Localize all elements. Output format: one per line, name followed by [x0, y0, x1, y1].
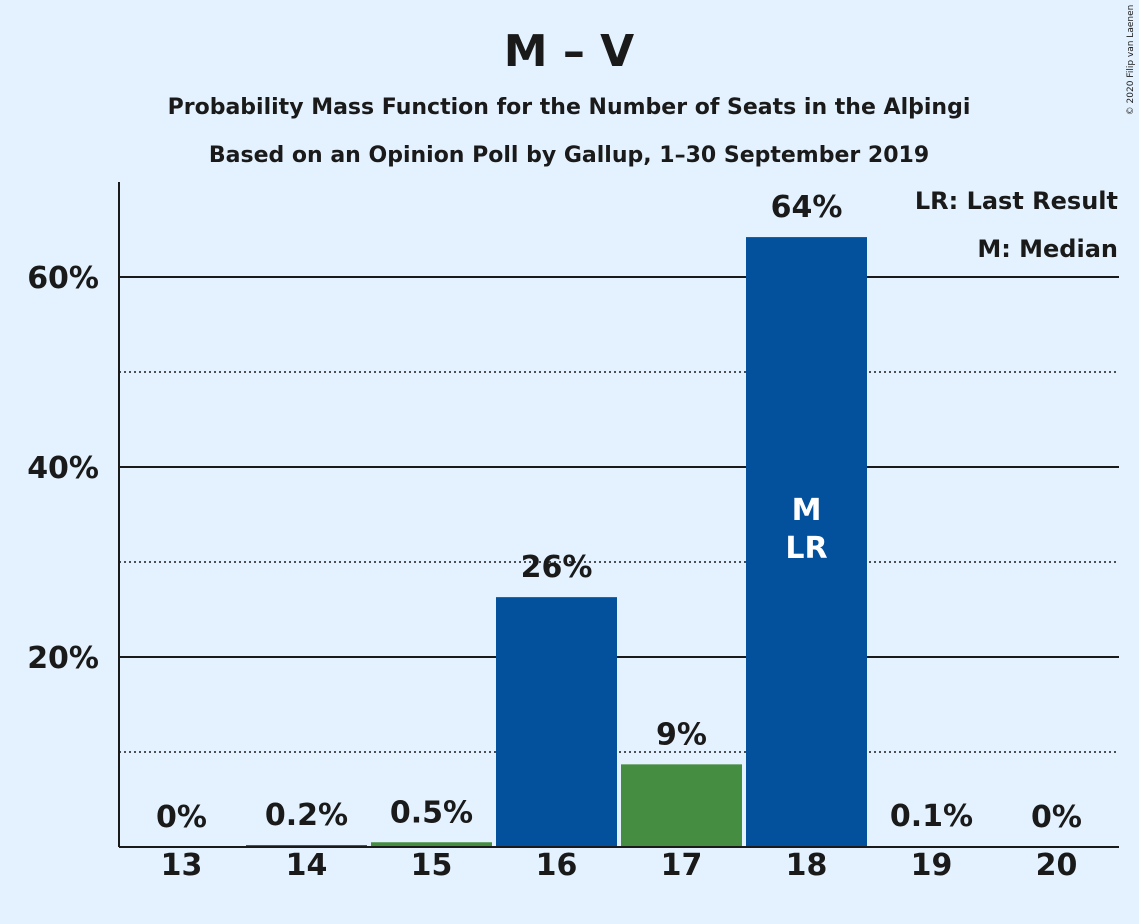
- data-label-19: 0.1%: [890, 799, 973, 834]
- legend-last-result: LR: Last Result: [915, 187, 1118, 215]
- x-tick-label-18: 18: [786, 848, 828, 883]
- bar-17: [621, 764, 742, 847]
- data-label-14: 0.2%: [265, 798, 348, 833]
- inside-bar-label-lr: LR: [785, 531, 827, 566]
- data-label-13: 0%: [156, 800, 207, 835]
- data-label-15: 0.5%: [390, 795, 473, 830]
- x-tick-label-20: 20: [1036, 848, 1078, 883]
- gridlines: 20% 40% 60%: [27, 261, 1119, 753]
- chart-title: M – V: [504, 26, 634, 77]
- copyright-text: © 2020 Filip van Laenen: [1126, 5, 1136, 116]
- bar-18: [746, 237, 867, 848]
- bar-16: [496, 597, 617, 847]
- data-label-16: 26%: [521, 550, 593, 585]
- inside-bar-label-m: M: [792, 493, 822, 528]
- x-tick-label-13: 13: [161, 848, 203, 883]
- bar-15: [371, 842, 492, 847]
- data-label-20: 0%: [1031, 800, 1082, 835]
- chart-subtitle: Probability Mass Function for the Number…: [168, 95, 971, 120]
- data-labels: 0% 13 0.2% 14 0.5% 15 26% 16 9% 17 64% 18 0.1% 19 0% 20…: [156, 190, 1082, 883]
- chart-subtitle-2: Based on an Opinion Poll by Gallup, 1–30…: [209, 143, 929, 168]
- y-tick-label: 20%: [27, 641, 99, 676]
- legend-median: M: Median: [977, 235, 1118, 263]
- y-tick-label: 60%: [27, 261, 99, 296]
- axes: [118, 182, 1119, 848]
- x-tick-label-19: 19: [911, 848, 953, 883]
- x-tick-label-15: 15: [411, 848, 453, 883]
- data-label-18: 64%: [771, 190, 843, 225]
- x-tick-label-16: 16: [536, 848, 578, 883]
- x-tick-label-14: 14: [286, 848, 328, 883]
- data-label-17: 9%: [656, 717, 707, 752]
- y-tick-label: 40%: [27, 451, 99, 486]
- bars: [246, 237, 992, 848]
- x-tick-label-17: 17: [661, 848, 703, 883]
